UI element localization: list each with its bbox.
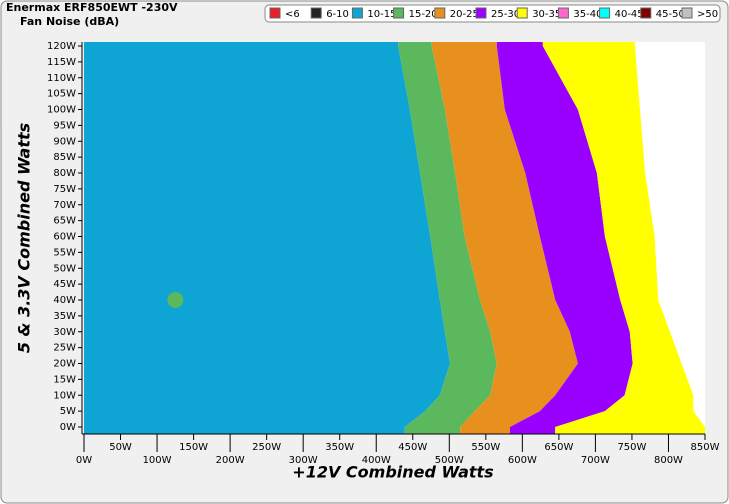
- legend-swatch: [310, 7, 322, 19]
- x-tick-label: 0W: [76, 455, 92, 466]
- legend-label: 10-15: [367, 9, 396, 20]
- x-tick-label: 550W: [471, 442, 500, 453]
- x-tick-label: 750W: [617, 442, 646, 453]
- legend-swatch: [599, 7, 611, 19]
- y-tick-label: 110W: [47, 73, 76, 84]
- x-tick-label: 100W: [143, 455, 172, 466]
- x-tick-label: 700W: [581, 455, 610, 466]
- y-tick-label: 55W: [53, 247, 76, 258]
- y-tick-label: 120W: [47, 41, 76, 52]
- legend-swatch: [434, 7, 446, 19]
- legend-label: 30-35: [532, 9, 561, 20]
- x-tick-label: 50W: [109, 442, 132, 453]
- legend-swatch: [516, 7, 528, 19]
- y-tick-label: 105W: [47, 89, 76, 100]
- legend-label: 40-45: [615, 9, 644, 20]
- y-tick-label: 15W: [53, 374, 76, 385]
- legend-swatch: [351, 7, 363, 19]
- legend-label: 20-25: [450, 9, 479, 20]
- subtitle: Fan Noise (dBA): [20, 15, 119, 28]
- y-tick-label: 90W: [53, 136, 76, 147]
- x-tick-label: 850W: [691, 442, 720, 453]
- x-tick-label: 350W: [325, 442, 354, 453]
- legend-label: 25-30: [491, 9, 520, 20]
- legend-swatch: [475, 7, 487, 19]
- title: Enermax ERF850EWT -230V: [6, 1, 178, 14]
- x-tick-label: 250W: [252, 442, 281, 453]
- legend-swatch: [393, 7, 405, 19]
- noise-region: [84, 42, 451, 434]
- y-tick-label: 45W: [53, 279, 76, 290]
- y-tick-label: 70W: [53, 200, 76, 211]
- legend-label: 45-50: [656, 9, 685, 20]
- x-axis-title: +12V Combined Watts: [292, 463, 493, 482]
- legend-label: 15-20: [409, 9, 438, 20]
- noise-region: [496, 42, 633, 434]
- y-tick-label: 20W: [53, 359, 76, 370]
- y-axis-title: 5 & 3.3V Combined Watts: [15, 123, 34, 353]
- legend-label: 35-40: [573, 9, 602, 20]
- y-tick-label: 30W: [53, 327, 76, 338]
- y-tick-label: 85W: [53, 152, 76, 163]
- x-tick-label: 500W: [435, 455, 464, 466]
- y-tick-label: 35W: [53, 311, 76, 322]
- noise-region: [398, 42, 497, 434]
- x-tick-label: 600W: [508, 455, 537, 466]
- y-tick-label: 40W: [53, 295, 76, 306]
- y-tick-label: 65W: [53, 216, 76, 227]
- x-tick-label: 400W: [362, 455, 391, 466]
- x-tick-label: 650W: [544, 442, 573, 453]
- noise-point: [167, 292, 184, 308]
- x-tick-label: 150W: [179, 442, 208, 453]
- y-tick-label: 100W: [47, 105, 76, 116]
- y-tick-label: 115W: [47, 57, 76, 68]
- y-tick-label: 0W: [60, 422, 76, 433]
- y-tick-label: 95W: [53, 120, 76, 131]
- noise-region: [431, 42, 578, 434]
- x-tick-label: 450W: [398, 442, 427, 453]
- x-tick-label: 800W: [654, 455, 683, 466]
- x-tick-label: 200W: [216, 455, 245, 466]
- y-tick-label: 10W: [53, 390, 76, 401]
- y-tick-label: 75W: [53, 184, 76, 195]
- legend-swatch: [640, 7, 652, 19]
- legend-swatch: [557, 7, 569, 19]
- noise-region: [542, 42, 705, 434]
- legend-swatch: [269, 7, 281, 19]
- legend-label: >50: [697, 9, 718, 20]
- legend-label: 6-10: [326, 9, 349, 20]
- y-tick-label: 5W: [60, 406, 76, 417]
- y-tick-label: 50W: [53, 263, 76, 274]
- legend-swatch: [681, 7, 693, 19]
- y-tick-label: 80W: [53, 168, 76, 179]
- legend-label: <6: [285, 9, 300, 20]
- x-tick-label: 300W: [289, 455, 318, 466]
- y-tick-label: 25W: [53, 343, 76, 354]
- y-tick-label: 60W: [53, 232, 76, 243]
